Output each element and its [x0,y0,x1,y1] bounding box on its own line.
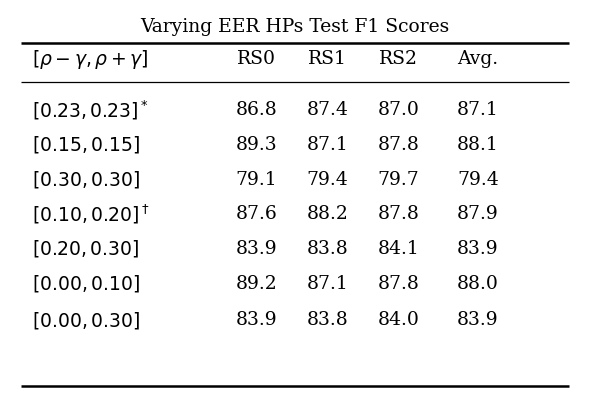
Text: RS2: RS2 [379,50,418,68]
Text: 83.8: 83.8 [307,311,348,329]
Text: 83.9: 83.9 [236,240,277,258]
Text: 79.7: 79.7 [378,171,419,188]
Text: 79.4: 79.4 [457,171,499,188]
Text: 79.1: 79.1 [236,171,277,188]
Text: 89.3: 89.3 [236,136,277,154]
Text: $[\rho - \gamma, \rho + \gamma]$: $[\rho - \gamma, \rho + \gamma]$ [32,48,149,71]
Text: $[0.00, 0.10]$: $[0.00, 0.10]$ [32,273,140,294]
Text: Varying EER HPs Test F1 Scores: Varying EER HPs Test F1 Scores [140,18,450,36]
Text: 79.4: 79.4 [307,171,348,188]
Text: $[0.23, 0.23]^*$: $[0.23, 0.23]^*$ [32,98,149,122]
Text: 84.0: 84.0 [378,311,419,329]
Text: 89.2: 89.2 [236,275,277,293]
Text: 83.9: 83.9 [457,240,499,258]
Text: 87.9: 87.9 [457,205,499,223]
Text: 87.6: 87.6 [236,205,277,223]
Text: 87.8: 87.8 [378,275,419,293]
Text: 86.8: 86.8 [236,101,277,119]
Text: 87.0: 87.0 [378,101,419,119]
Text: $[0.20, 0.30]$: $[0.20, 0.30]$ [32,238,140,259]
Text: $[0.10, 0.20]^\dagger$: $[0.10, 0.20]^\dagger$ [32,202,150,226]
Text: 88.2: 88.2 [307,205,348,223]
Text: 87.1: 87.1 [457,101,499,119]
Text: 83.9: 83.9 [236,311,277,329]
Text: 83.9: 83.9 [457,311,499,329]
Text: RS1: RS1 [308,50,347,68]
Text: 83.8: 83.8 [307,240,348,258]
Text: $[0.30, 0.30]$: $[0.30, 0.30]$ [32,169,140,190]
Text: 84.1: 84.1 [378,240,419,258]
Text: 87.1: 87.1 [307,136,348,154]
Text: Avg.: Avg. [457,50,499,68]
Text: $[0.00, 0.30]$: $[0.00, 0.30]$ [32,310,140,331]
Text: 87.8: 87.8 [378,205,419,223]
Text: 87.8: 87.8 [378,136,419,154]
Text: 87.4: 87.4 [307,101,348,119]
Text: $[0.15, 0.15]$: $[0.15, 0.15]$ [32,134,140,155]
Text: RS0: RS0 [237,50,276,68]
Text: 87.1: 87.1 [307,275,348,293]
Text: 88.0: 88.0 [457,275,499,293]
Text: 88.1: 88.1 [457,136,499,154]
